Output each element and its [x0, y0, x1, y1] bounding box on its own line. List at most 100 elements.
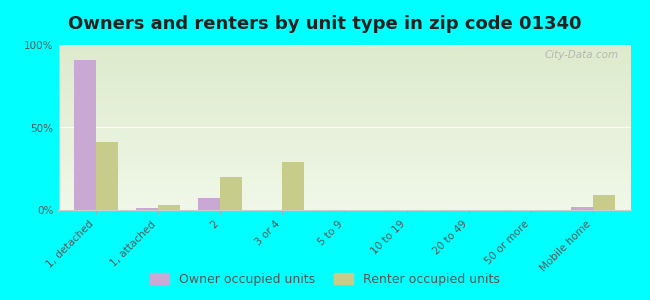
Bar: [58, 142, 630, 144]
Bar: [58, 194, 630, 195]
Bar: [58, 199, 630, 200]
Bar: [58, 68, 630, 70]
Bar: [58, 91, 630, 93]
Bar: [58, 93, 630, 94]
Bar: [58, 124, 630, 126]
Bar: [58, 86, 630, 88]
Bar: [58, 144, 630, 146]
Bar: [58, 128, 630, 129]
Bar: [58, 195, 630, 197]
Bar: [58, 80, 630, 81]
Bar: [58, 71, 630, 73]
Bar: [58, 132, 630, 134]
Bar: [58, 147, 630, 149]
Bar: [58, 61, 630, 63]
Bar: [58, 56, 630, 58]
Bar: [58, 182, 630, 184]
Bar: [198, 199, 220, 210]
Bar: [58, 174, 630, 175]
Bar: [58, 89, 630, 91]
Bar: [58, 164, 630, 165]
Bar: [58, 112, 630, 114]
Bar: [58, 75, 630, 76]
Bar: [58, 121, 630, 122]
Bar: [58, 180, 630, 182]
Bar: [58, 192, 630, 194]
Bar: [58, 146, 630, 147]
Bar: [58, 139, 630, 141]
Bar: [58, 169, 630, 170]
Bar: [58, 149, 630, 151]
Bar: [58, 200, 630, 202]
Bar: [58, 119, 630, 121]
Bar: [58, 126, 630, 128]
Bar: [58, 207, 630, 208]
Bar: [571, 207, 593, 210]
Bar: [58, 152, 630, 154]
Bar: [58, 78, 630, 80]
Bar: [58, 53, 630, 55]
Bar: [58, 85, 630, 86]
Bar: [58, 114, 630, 116]
Bar: [58, 94, 630, 96]
Bar: [58, 188, 630, 190]
Bar: [58, 106, 630, 108]
Text: City-Data.com: City-Data.com: [545, 50, 619, 60]
Bar: [58, 58, 630, 60]
Bar: [96, 142, 118, 210]
Bar: [158, 205, 180, 210]
Bar: [58, 134, 630, 136]
Bar: [58, 202, 630, 203]
Bar: [58, 116, 630, 118]
Bar: [58, 98, 630, 99]
Bar: [58, 60, 630, 61]
Bar: [58, 88, 630, 89]
Bar: [58, 45, 630, 46]
Bar: [58, 172, 630, 174]
Bar: [58, 155, 630, 157]
Bar: [58, 208, 630, 210]
Bar: [58, 151, 630, 152]
Bar: [58, 118, 630, 119]
Bar: [58, 175, 630, 177]
Bar: [58, 203, 630, 205]
Bar: [58, 154, 630, 155]
Bar: [58, 109, 630, 111]
Bar: [58, 177, 630, 178]
Bar: [58, 137, 630, 139]
Bar: [58, 70, 630, 71]
Bar: [58, 55, 630, 56]
Bar: [282, 162, 304, 210]
Bar: [58, 162, 630, 164]
Bar: [58, 131, 630, 132]
Bar: [58, 76, 630, 78]
Bar: [58, 178, 630, 180]
Text: Owners and renters by unit type in zip code 01340: Owners and renters by unit type in zip c…: [68, 15, 582, 33]
Bar: [58, 81, 630, 83]
Bar: [58, 165, 630, 167]
Bar: [58, 73, 630, 75]
Bar: [58, 197, 630, 199]
Bar: [58, 111, 630, 112]
Bar: [220, 177, 242, 210]
Bar: [58, 185, 630, 187]
Bar: [58, 190, 630, 192]
Bar: [58, 167, 630, 169]
Bar: [58, 101, 630, 103]
Bar: [58, 122, 630, 124]
Bar: [593, 195, 615, 210]
Bar: [58, 99, 630, 101]
Bar: [58, 187, 630, 188]
Bar: [58, 108, 630, 109]
Bar: [58, 141, 630, 142]
Bar: [58, 66, 630, 68]
Bar: [58, 104, 630, 106]
Bar: [136, 208, 158, 210]
Bar: [58, 129, 630, 131]
Bar: [58, 50, 630, 52]
Bar: [58, 205, 630, 207]
Bar: [58, 83, 630, 85]
Bar: [58, 63, 630, 65]
Bar: [58, 96, 630, 98]
Bar: [58, 170, 630, 172]
